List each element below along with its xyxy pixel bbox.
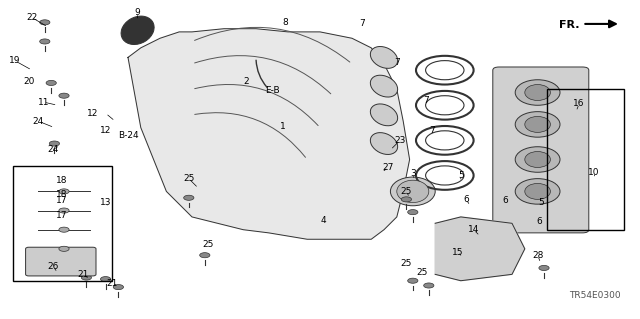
Text: 6: 6 (503, 197, 508, 205)
Text: 5: 5 (458, 171, 463, 180)
Circle shape (408, 210, 418, 215)
Text: 26: 26 (47, 262, 59, 271)
Text: 9: 9 (135, 8, 140, 17)
Ellipse shape (515, 80, 560, 105)
Circle shape (113, 285, 124, 290)
Text: 6: 6 (463, 195, 468, 204)
Text: 15: 15 (452, 248, 463, 256)
Text: 7: 7 (423, 96, 428, 105)
Text: 25: 25 (202, 240, 214, 249)
Ellipse shape (371, 133, 397, 154)
Text: 18: 18 (56, 190, 68, 199)
Bar (547, 89, 624, 230)
Circle shape (424, 283, 434, 288)
Circle shape (40, 39, 50, 44)
Ellipse shape (121, 16, 154, 45)
Ellipse shape (515, 112, 560, 137)
Text: 24: 24 (33, 117, 44, 126)
Text: 16: 16 (573, 99, 585, 108)
Polygon shape (435, 217, 525, 281)
FancyBboxPatch shape (493, 67, 589, 233)
Text: 3: 3 (410, 169, 415, 178)
Text: 22: 22 (26, 13, 38, 22)
Ellipse shape (371, 47, 397, 68)
Circle shape (184, 195, 194, 200)
Text: 7: 7 (359, 19, 364, 28)
Text: 27: 27 (383, 163, 394, 172)
Circle shape (40, 20, 50, 25)
Circle shape (59, 227, 69, 232)
Text: 4: 4 (321, 216, 326, 225)
FancyBboxPatch shape (26, 247, 96, 276)
Circle shape (100, 277, 111, 282)
Ellipse shape (397, 180, 429, 203)
Circle shape (81, 275, 92, 280)
Circle shape (408, 278, 418, 283)
Text: 18: 18 (56, 176, 68, 185)
Text: 17: 17 (56, 197, 68, 205)
Circle shape (59, 189, 69, 194)
Text: 6: 6 (536, 217, 541, 226)
Ellipse shape (525, 116, 550, 132)
Text: 11: 11 (38, 98, 49, 107)
Text: 24: 24 (47, 145, 59, 154)
Text: 17: 17 (56, 211, 68, 220)
Text: 21: 21 (106, 279, 118, 288)
Text: 1: 1 (280, 122, 285, 130)
Text: 7: 7 (394, 58, 399, 67)
Ellipse shape (390, 177, 435, 206)
Text: 5: 5 (538, 198, 543, 207)
Circle shape (46, 80, 56, 85)
Ellipse shape (515, 147, 560, 172)
Ellipse shape (525, 152, 550, 167)
Circle shape (59, 93, 69, 98)
Text: E-B: E-B (265, 86, 279, 95)
Bar (13, 166, 112, 281)
Circle shape (200, 253, 210, 258)
Text: 8: 8 (282, 19, 287, 27)
Text: 10: 10 (588, 168, 600, 177)
Text: 25: 25 (183, 174, 195, 183)
Text: 14: 14 (468, 225, 479, 234)
Text: 12: 12 (100, 126, 111, 135)
Text: FR.: FR. (559, 20, 579, 30)
Text: 7: 7 (429, 126, 435, 135)
Text: 25: 25 (417, 268, 428, 277)
Ellipse shape (371, 75, 397, 97)
Text: 20: 20 (23, 77, 35, 86)
Circle shape (59, 246, 69, 251)
Ellipse shape (525, 85, 550, 100)
Circle shape (49, 141, 60, 146)
Text: 21: 21 (77, 270, 89, 279)
Text: 13: 13 (100, 198, 111, 207)
Text: 23: 23 (394, 136, 406, 145)
Text: 12: 12 (87, 109, 99, 118)
Text: 28: 28 (532, 251, 543, 260)
Text: B-24: B-24 (118, 131, 138, 140)
Polygon shape (128, 29, 410, 239)
Circle shape (59, 208, 69, 213)
Ellipse shape (371, 104, 397, 126)
Ellipse shape (515, 179, 560, 204)
Ellipse shape (525, 183, 550, 199)
Text: 19: 19 (9, 56, 20, 65)
Text: TR54E0300: TR54E0300 (569, 291, 621, 300)
Text: 2: 2 (244, 77, 249, 86)
Text: 25: 25 (401, 259, 412, 268)
Circle shape (539, 265, 549, 271)
Text: 25: 25 (401, 187, 412, 196)
Circle shape (401, 197, 412, 202)
